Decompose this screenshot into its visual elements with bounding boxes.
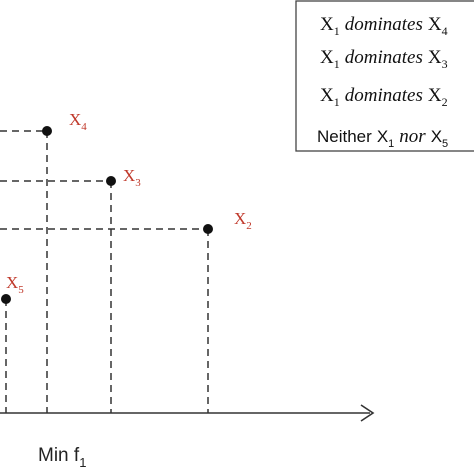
legend: X1 dominates X4 X1 dominates X3 X1 dominates X… [295, 0, 474, 152]
point-x2 [203, 224, 213, 234]
x-axis-arrowhead [360, 404, 375, 422]
legend-line-3: X1 dominates X2 [320, 85, 448, 109]
point-x3 [106, 176, 116, 186]
point-label-x5: X5 [6, 273, 24, 296]
legend-line-2: X1 dominates X3 [320, 47, 448, 71]
x-axis-label: Min f1 [38, 445, 86, 470]
projection-lines [0, 130, 209, 413]
point-label-x4: X4 [69, 110, 87, 133]
point-label-x2: X2 [234, 209, 252, 232]
legend-line-4: Neither X1 nor X5 [317, 126, 448, 150]
point-x4 [42, 126, 52, 136]
point-label-x3: X3 [123, 166, 141, 189]
legend-box [295, 0, 474, 152]
point-x5 [1, 294, 11, 304]
legend-line-1: X1 dominates X4 [320, 14, 448, 38]
